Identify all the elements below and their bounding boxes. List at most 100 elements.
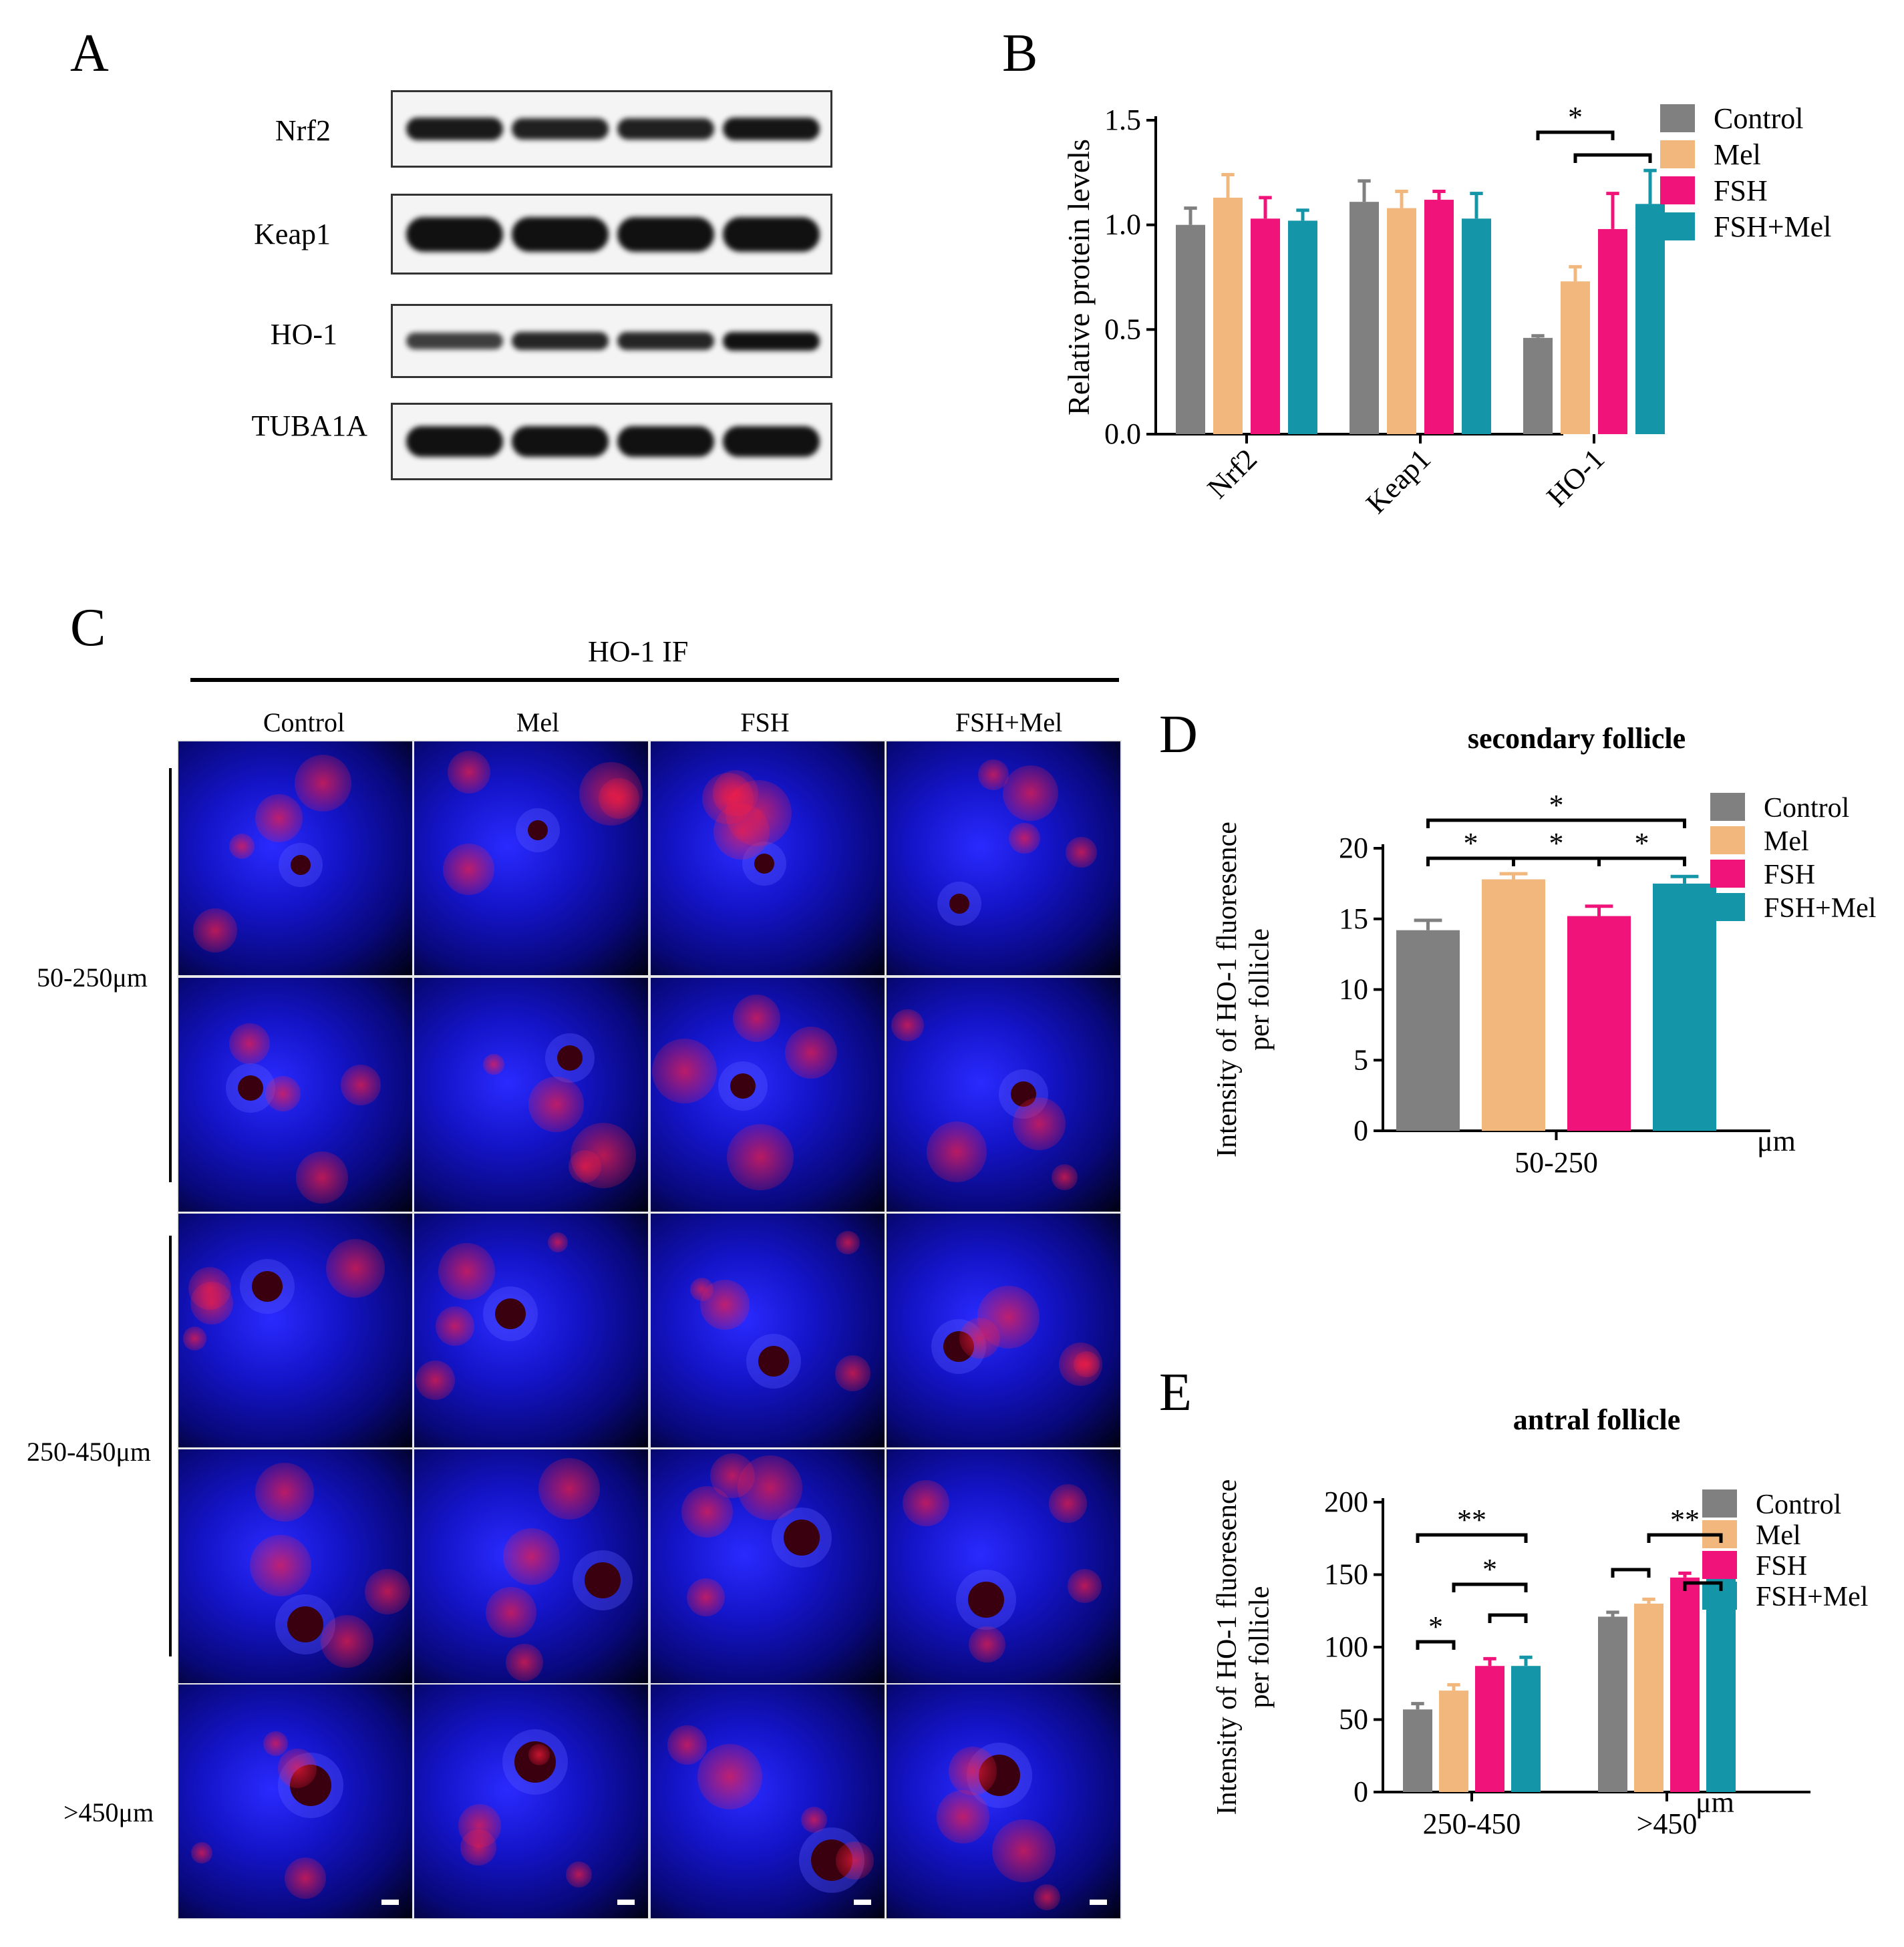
- y-axis-label-line: Intensity of HO-1 fluoresence: [1212, 1479, 1243, 1815]
- bar: [1635, 204, 1665, 434]
- red-signal: [506, 1644, 544, 1682]
- oocyte: [495, 1298, 526, 1330]
- significance-bracket: [1683, 1581, 1723, 1591]
- blot-label-tuba1a: TUBA1A: [251, 409, 367, 442]
- panel-letter-a: A: [70, 24, 109, 83]
- bar: [1424, 200, 1454, 434]
- red-signal: [1066, 836, 1097, 868]
- blot-strip-tuba1a: [391, 403, 832, 480]
- y-tick-label: 150: [1324, 1558, 1368, 1591]
- if-title-rule: [190, 678, 1119, 682]
- oocyte: [758, 1346, 790, 1377]
- x-tick-label: 50-250: [1515, 1146, 1598, 1179]
- red-signal: [296, 1152, 348, 1204]
- red-signal: [1003, 765, 1059, 822]
- red-signal: [448, 751, 491, 794]
- red-signal: [836, 1841, 875, 1880]
- bar: [1482, 879, 1545, 1131]
- red-signal: [538, 1458, 601, 1520]
- red-signal: [836, 1231, 860, 1255]
- blot-band: [512, 118, 609, 140]
- micrograph-tile: [177, 740, 414, 977]
- red-signal: [486, 1586, 537, 1638]
- blot-band: [406, 216, 503, 252]
- y-axis-label: Intensity of HO-1 fluoresenceper follicl…: [1212, 822, 1275, 1158]
- chart-e: antral follicle Intensity of HO-1 fluores…: [1212, 1403, 1868, 1840]
- x-tick-label: >450: [1637, 1807, 1698, 1840]
- col-head-fsh-mel: FSH+Mel: [955, 707, 1063, 737]
- chart-title: antral follicle: [1513, 1403, 1681, 1436]
- blot-band: [406, 426, 503, 457]
- significance-bracket: [1573, 153, 1652, 163]
- bar: [1567, 916, 1631, 1131]
- significance-bracket: [1536, 130, 1615, 140]
- red-signal: [1051, 1164, 1078, 1190]
- blot-label-keap1: Keap1: [254, 218, 331, 250]
- row-label-50-250: 50-250μm: [37, 962, 148, 993]
- significance-bracket: [1597, 856, 1686, 866]
- red-signal: [528, 1077, 584, 1132]
- red-signal: [255, 794, 303, 842]
- blot-band: [723, 216, 820, 252]
- y-tick-label: 1.0: [1104, 208, 1141, 241]
- red-signal: [443, 843, 495, 895]
- blot-band: [512, 332, 609, 350]
- red-signal: [503, 1528, 560, 1585]
- chart-d: secondary follicle Intensity of HO-1 fluo…: [1212, 722, 1876, 1179]
- red-signal: [727, 1123, 794, 1190]
- legend-swatch: [1710, 860, 1745, 888]
- micrograph-tile: [413, 977, 649, 1213]
- significance-star: *: [1482, 1553, 1497, 1586]
- oocyte: [730, 1073, 756, 1099]
- y-tick-label: 15: [1339, 902, 1368, 935]
- legend-label: FSH+Mel: [1764, 893, 1876, 924]
- red-signal: [325, 1239, 385, 1298]
- y-axis-label-line: per follicle: [1244, 1586, 1275, 1708]
- y-tick-label: 0.0: [1104, 417, 1141, 450]
- legend-label: Mel: [1714, 138, 1761, 171]
- bar: [1511, 1666, 1541, 1792]
- oocyte: [252, 1270, 283, 1302]
- red-signal: [255, 1462, 315, 1522]
- legend-swatch: [1710, 793, 1745, 821]
- red-signal: [229, 834, 255, 860]
- legend-label: FSH: [1756, 1551, 1807, 1582]
- blot-band: [617, 332, 714, 350]
- blot-strip-keap1: [391, 194, 832, 275]
- x-tick-label: Keap1: [1360, 442, 1437, 520]
- red-signal: [936, 1790, 990, 1843]
- row-bracket-1: [169, 768, 172, 1182]
- blot-band: [723, 331, 820, 351]
- micrograph-tile: [885, 977, 1122, 1213]
- red-signal: [738, 1455, 803, 1521]
- red-signal: [713, 804, 770, 860]
- unit-label: μm: [1696, 1786, 1734, 1819]
- blot-strip-ho1: [391, 304, 832, 378]
- if-title: HO-1 IF: [588, 635, 689, 668]
- bar: [1462, 218, 1491, 434]
- bar: [1653, 883, 1716, 1131]
- y-tick-label: 0: [1354, 1775, 1368, 1808]
- micrograph-tile: [885, 740, 1122, 977]
- y-tick-label: 10: [1339, 973, 1368, 1006]
- red-signal: [800, 1806, 828, 1833]
- red-signal: [263, 1731, 288, 1757]
- scale-bar: [854, 1900, 871, 1905]
- y-axis-label: Intensity of HO-1 fluoresenceper follicl…: [1212, 1479, 1275, 1815]
- red-signal: [193, 908, 237, 952]
- oocyte: [557, 1045, 583, 1071]
- legend-swatch: [1660, 212, 1695, 240]
- y-tick-label: 5: [1354, 1043, 1368, 1076]
- y-tick-label: 200: [1324, 1485, 1368, 1518]
- blot-band: [512, 426, 609, 457]
- red-signal: [891, 1009, 924, 1042]
- bar: [1350, 202, 1379, 434]
- panel-letter-c: C: [70, 598, 106, 657]
- legend-swatch: [1702, 1489, 1737, 1518]
- micrograph-tile: [413, 1212, 649, 1449]
- bar: [1598, 1616, 1627, 1792]
- red-signal: [1059, 1343, 1103, 1387]
- red-signal: [435, 1306, 475, 1346]
- oocyte: [783, 1519, 820, 1556]
